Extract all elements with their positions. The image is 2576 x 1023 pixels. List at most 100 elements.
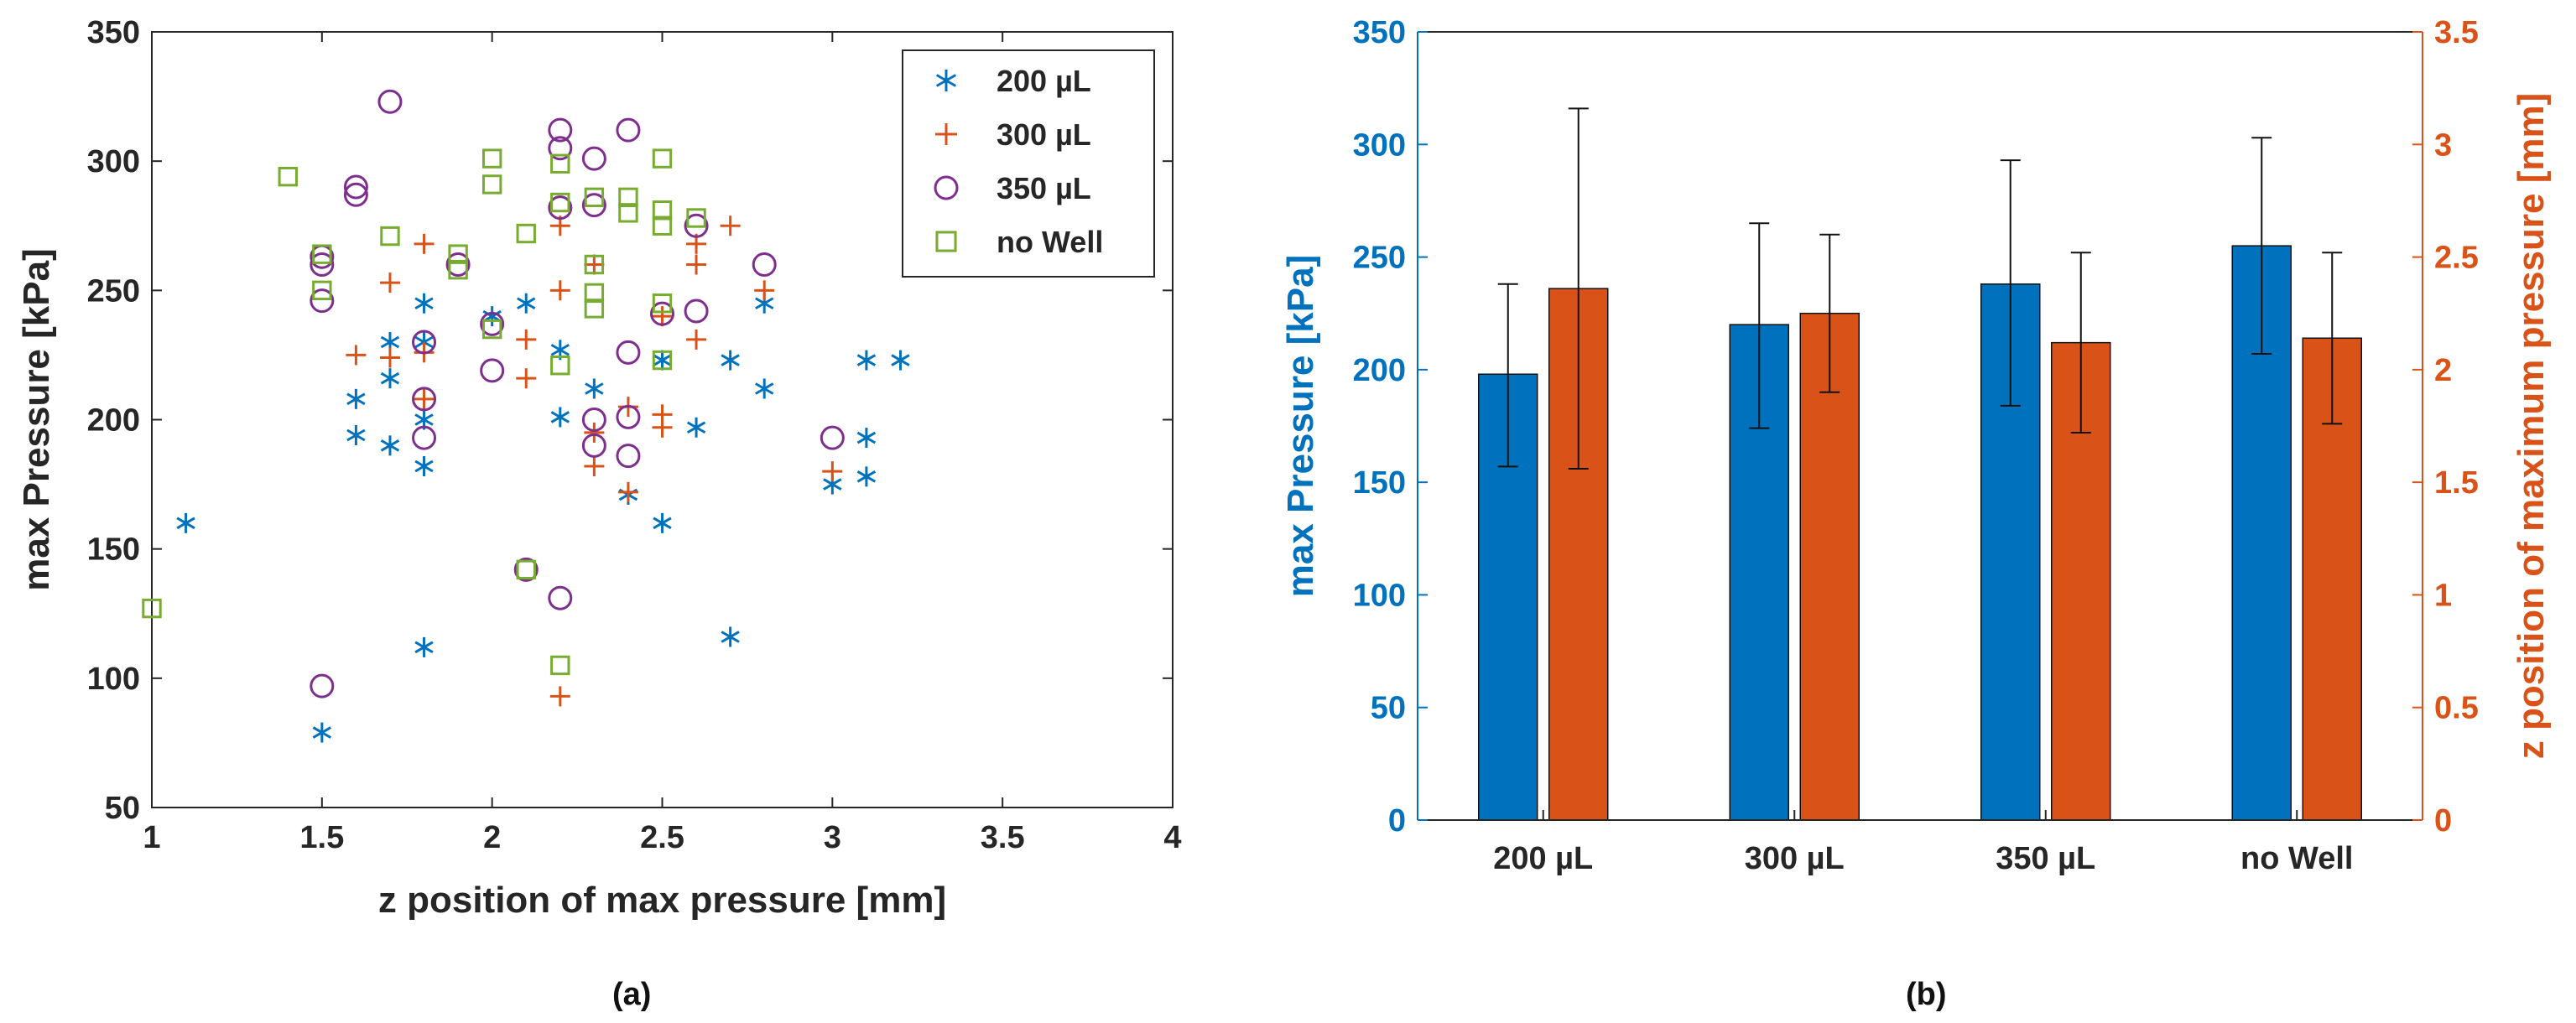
marker-shape — [581, 146, 606, 171]
marker-shape — [650, 301, 674, 326]
marker-shape — [584, 283, 605, 304]
circle-marker — [310, 288, 335, 314]
asterisk-marker — [346, 425, 366, 445]
marker-shape — [548, 136, 573, 161]
marker-stroke — [414, 460, 434, 473]
marker-shape — [412, 387, 437, 412]
plus-marker — [549, 686, 570, 707]
marker-stroke — [686, 421, 706, 434]
marker-shape — [448, 259, 468, 280]
x-tick-label: 2.5 — [640, 820, 684, 855]
y-tick-label: 100 — [87, 662, 140, 697]
marker-shape — [616, 340, 641, 365]
asterisk-marker — [585, 378, 604, 399]
marker-stroke — [176, 517, 195, 530]
square-marker — [686, 208, 706, 228]
circle-marker — [548, 136, 573, 161]
marker-shape — [616, 404, 641, 429]
asterisk-marker — [414, 636, 434, 657]
marker-shape — [550, 655, 570, 676]
x-tick-label: 1 — [143, 820, 160, 855]
marker-shape — [684, 213, 709, 238]
circle-marker — [616, 404, 641, 429]
marker-shape — [412, 330, 437, 355]
marker-stroke — [721, 631, 740, 643]
asterisk-marker — [721, 350, 740, 371]
marker-shape — [513, 557, 539, 582]
y-tick-label-right: 1 — [2434, 578, 2452, 613]
marker-shape — [652, 200, 673, 221]
circle-marker — [343, 182, 368, 207]
marker-stroke — [517, 297, 536, 310]
square-marker — [652, 148, 673, 169]
x-tick-label: no Well — [2240, 841, 2353, 876]
asterisk-marker — [517, 293, 536, 314]
marker-shape — [310, 288, 335, 314]
bar-z-position — [2051, 341, 2111, 821]
error-bar-pressure — [1749, 222, 1770, 429]
marker-shape — [684, 299, 709, 324]
marker-stroke — [755, 382, 774, 395]
error-bar-pressure — [2251, 137, 2272, 356]
y-tick-label-left: 100 — [1353, 578, 1406, 613]
y-tick-label-right: 3.5 — [2434, 15, 2479, 50]
circle-marker — [581, 408, 606, 432]
circle-marker — [684, 213, 709, 238]
asterisk-marker — [380, 435, 400, 456]
legend-label: 200 µL — [997, 64, 1091, 98]
square-marker — [550, 655, 570, 676]
asterisk-marker — [891, 350, 910, 371]
marker-shape — [278, 166, 298, 187]
legend-label: no Well — [997, 225, 1103, 259]
bar-z-position — [1548, 288, 1609, 821]
circle-marker — [548, 195, 573, 221]
asterisk-marker — [414, 456, 434, 476]
plus-marker — [379, 273, 400, 293]
circle-marker — [934, 175, 959, 200]
plus-marker — [516, 368, 537, 389]
marker-shape — [480, 358, 505, 383]
square-marker — [481, 174, 502, 195]
marker-stroke — [380, 335, 400, 349]
plus-marker — [414, 233, 435, 254]
y-tick-label: 50 — [105, 791, 140, 826]
error-bar-z-position — [1568, 107, 1589, 470]
square-marker — [618, 203, 638, 223]
y-tick-label-left: 0 — [1388, 803, 1406, 839]
plus-marker — [686, 329, 707, 350]
plus-marker — [584, 254, 605, 275]
marker-stroke — [550, 343, 570, 356]
x-tick-label: 4 — [1163, 820, 1181, 855]
y-tick-label: 300 — [87, 144, 140, 179]
x-axis-label: z position of max pressure [mm] — [378, 880, 946, 921]
circle-marker — [752, 252, 777, 277]
marker-shape — [412, 425, 437, 450]
circle-marker — [377, 89, 403, 114]
marker-shape — [548, 585, 573, 610]
circle-marker — [616, 444, 641, 469]
marker-shape — [618, 187, 638, 208]
y-tick-label-right: 2.5 — [2434, 241, 2479, 276]
marker-shape — [312, 244, 332, 264]
y-tick-label-right: 1.5 — [2434, 465, 2479, 501]
marker-stroke — [414, 641, 434, 654]
square-marker — [618, 187, 638, 208]
marker-stroke — [721, 354, 740, 366]
plus-marker — [935, 123, 957, 145]
marker-stroke — [935, 74, 957, 87]
marker-shape — [343, 182, 368, 207]
marker-shape — [310, 252, 335, 277]
marker-shape — [934, 175, 959, 200]
x-tick-label: 2 — [483, 820, 501, 855]
asterisk-marker — [935, 70, 957, 91]
marker-shape — [686, 208, 706, 228]
marker-stroke — [585, 382, 604, 395]
y-tick-label: 200 — [87, 403, 140, 439]
plus-marker — [549, 280, 570, 301]
legend-label: 350 µL — [997, 171, 1091, 205]
square-marker — [448, 259, 468, 280]
marker-shape — [618, 203, 638, 223]
square-marker — [550, 153, 570, 174]
y-tick-label: 350 — [87, 15, 140, 50]
y-tick-label-left: 150 — [1353, 465, 1406, 501]
